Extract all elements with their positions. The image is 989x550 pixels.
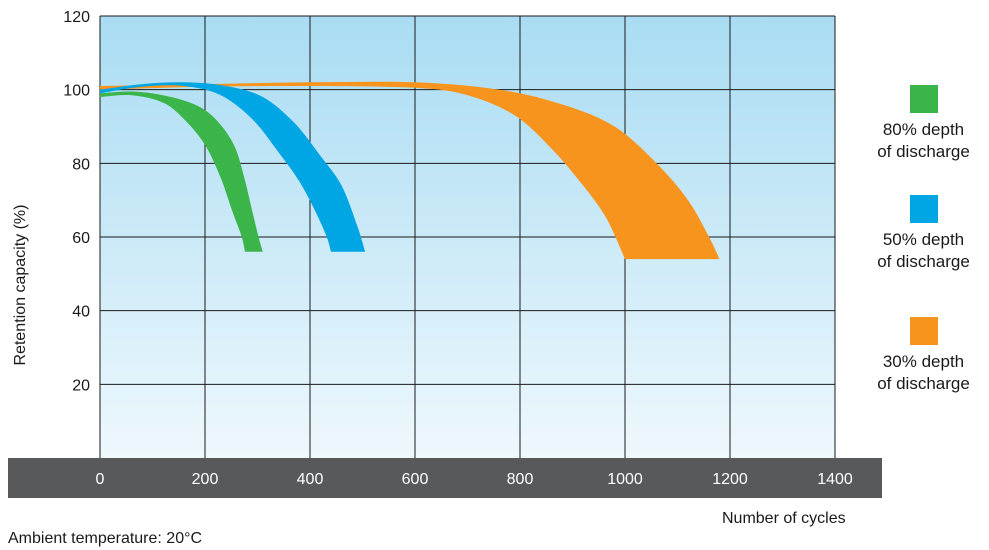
y-tick-label: 40	[72, 304, 90, 321]
legend-label-50: 50% depth of discharge	[877, 230, 970, 271]
x-tick-label: 1400	[817, 471, 853, 488]
grid-lines	[99, 15, 836, 458]
legend-swatch-30	[909, 317, 938, 345]
legend-label-30: 30% depth of discharge	[877, 352, 970, 393]
legend-swatch-80	[909, 85, 938, 113]
y-tick-label: 20	[72, 377, 90, 394]
ambient-temperature-note: Ambient temperature: 20°C	[8, 530, 203, 547]
x-tick-label: 1200	[712, 471, 748, 488]
legend-swatch-50	[909, 195, 938, 223]
series-band-50	[100, 82, 366, 252]
legend-item-30: 30% depth of discharge	[858, 317, 989, 395]
y-tick-labels: 20 40 60 80 100 120	[63, 9, 90, 394]
x-tick-label: 200	[192, 471, 219, 488]
legend-item-50: 50% depth of discharge	[858, 195, 989, 273]
series-band-30	[100, 81, 720, 260]
x-tick-labels: 0 200 400 600 800 1000 1200 1400	[96, 471, 853, 488]
y-tick-label: 100	[63, 83, 90, 100]
y-tick-label: 120	[63, 9, 90, 26]
y-tick-label: 60	[72, 230, 90, 247]
x-axis-label: Number of cycles	[722, 510, 846, 527]
y-tick-label: 80	[72, 156, 90, 173]
x-tick-label: 0	[96, 471, 105, 488]
x-tick-label: 400	[297, 471, 324, 488]
y-axis-label: Retention capacity (%)	[12, 205, 29, 366]
legend-label-80: 80% depth of discharge	[877, 120, 970, 161]
x-tick-label: 800	[507, 471, 534, 488]
x-tick-label: 600	[402, 471, 429, 488]
x-tick-label: 1000	[607, 471, 643, 488]
series-bands	[100, 81, 720, 260]
x-axis-band	[8, 458, 882, 498]
legend-item-80: 80% depth of discharge	[858, 85, 989, 163]
series-band-80	[100, 91, 263, 252]
